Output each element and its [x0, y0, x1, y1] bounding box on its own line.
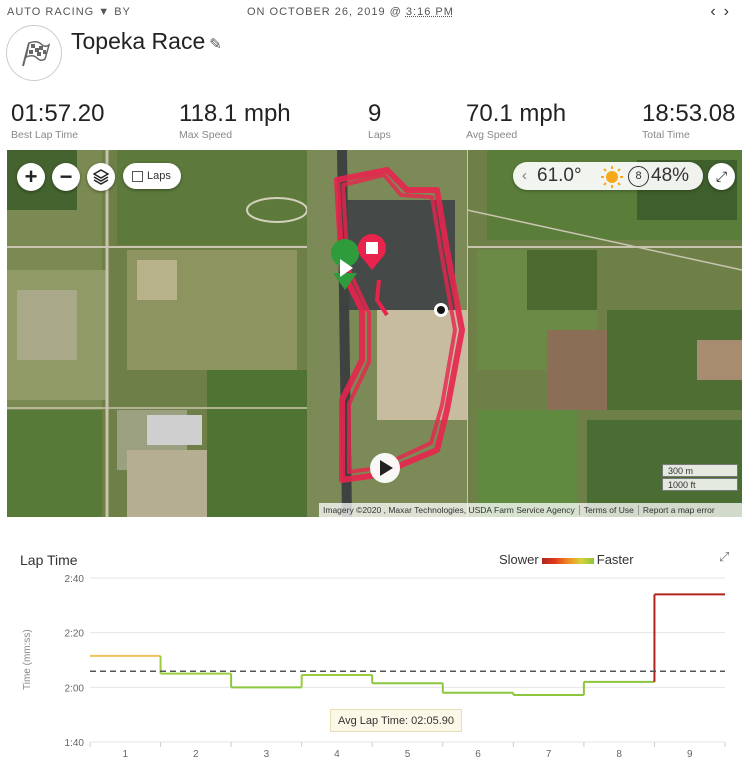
route-map[interactable]: + − Laps ‹ 61.0° 8 48% ⤢ 300 m 1000 ft I…	[7, 150, 742, 517]
y-tick-label: 2:40	[65, 574, 85, 585]
chart-expand-icon[interactable]: ⤢	[719, 549, 730, 564]
prev-activity-button[interactable]: ‹	[710, 3, 724, 20]
map-attribution: Imagery ©2020 , Maxar Technologies, USDA…	[319, 503, 742, 517]
activity-category[interactable]: AUTO RACING ▼ BY	[7, 6, 131, 18]
map-scale: 300 m 1000 ft	[662, 464, 738, 492]
pencil-icon[interactable]: ✎	[209, 36, 222, 53]
y-tick-label: 2:00	[65, 683, 85, 694]
expand-icon: ⤢	[715, 168, 728, 184]
stat-avg-speed: 70.1 mph Avg Speed	[466, 100, 567, 141]
x-tick-label: 7	[546, 749, 552, 760]
temperature: 61.0°	[537, 165, 582, 186]
chart-title: Lap Time	[20, 552, 78, 568]
wind-indicator: 8	[628, 166, 649, 187]
start-marker-icon	[331, 239, 360, 290]
wind-speed: 8	[635, 170, 642, 182]
stats-row: 01:57.20 Best Lap Time 118.1 mph Max Speed…	[0, 100, 747, 144]
sun-icon	[601, 166, 623, 188]
activity-meta: AUTO RACING ▼ BY ON OCTOBER 26, 2019 @ 3…	[7, 3, 737, 21]
weather-panel[interactable]: ‹ 61.0° 8 48%	[513, 162, 703, 190]
satellite-imagery	[7, 150, 742, 517]
activity-time[interactable]: 3:16 PM	[405, 6, 454, 18]
stat-laps: 9 Laps	[368, 100, 391, 141]
activity-type-avatar	[6, 25, 62, 81]
checkered-flag-icon	[22, 40, 50, 67]
zoom-out-button[interactable]: −	[52, 163, 80, 191]
zoom-in-button[interactable]: +	[17, 163, 45, 191]
x-tick-label: 1	[122, 749, 128, 760]
x-tick-label: 9	[687, 749, 693, 760]
laps-toggle[interactable]: Laps	[123, 163, 181, 189]
legend-gradient	[541, 557, 594, 564]
avg-lap-tooltip: Avg Lap Time: 02:05.90	[330, 709, 462, 732]
activity-nav: ‹›	[710, 3, 737, 21]
stat-best-lap: 01:57.20 Best Lap Time	[11, 100, 105, 141]
stat-max-speed: 118.1 mph Max Speed	[179, 100, 291, 141]
terms-link[interactable]: Terms of Use	[578, 505, 638, 515]
humidity: 48%	[651, 165, 690, 186]
y-tick-label: 2:20	[65, 629, 85, 640]
next-activity-button[interactable]: ›	[723, 3, 737, 20]
laps-checkbox[interactable]	[132, 170, 143, 182]
chevron-left-icon[interactable]: ‹	[522, 167, 527, 184]
stat-total-time: 18:53.08 Total Time	[642, 100, 736, 141]
legend-slower: Slower	[499, 552, 539, 567]
activity-title: Topeka Race ✎	[71, 28, 222, 54]
x-tick-label: 6	[475, 749, 481, 760]
map-fullscreen-button[interactable]: ⤢	[708, 163, 735, 190]
play-icon	[370, 453, 400, 483]
lap-time-chart: 1:40 2:00 2:20 2:40 1 2 3 4 5 6 7 8 9	[65, 574, 726, 760]
x-tick-label: 3	[264, 749, 270, 760]
report-error-link[interactable]: Report a map error	[637, 505, 719, 515]
legend-faster: Faster	[596, 552, 634, 567]
activity-date: ON OCTOBER 26, 2019 @ 3:16 PM	[247, 6, 454, 18]
x-tick-label: 2	[193, 749, 199, 760]
finish-marker-icon	[358, 234, 386, 270]
x-tick-label: 8	[616, 749, 622, 760]
chart-legend: Slower Faster	[499, 552, 634, 567]
layers-icon	[93, 169, 109, 185]
y-tick-label: 1:40	[65, 738, 85, 749]
layers-button[interactable]	[87, 163, 115, 191]
x-tick-label: 5	[405, 749, 411, 760]
x-tick-label: 4	[334, 749, 340, 760]
